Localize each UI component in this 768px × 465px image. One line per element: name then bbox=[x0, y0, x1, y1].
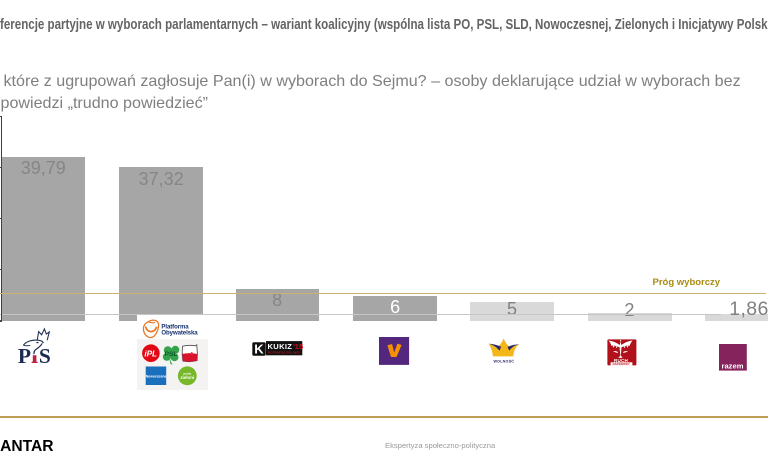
svg-text:zieloni: zieloni bbox=[180, 375, 194, 380]
svg-text:Platforma: Platforma bbox=[161, 324, 189, 331]
svg-text:Obywatelska: Obywatelska bbox=[161, 330, 198, 337]
svg-text:RUCH: RUCH bbox=[614, 357, 629, 362]
svg-text:iPL: iPL bbox=[144, 350, 157, 359]
svg-text:P: P bbox=[18, 344, 31, 365]
svg-text:WOLNOŚĆ: WOLNOŚĆ bbox=[493, 359, 514, 364]
svg-text:PSL: PSL bbox=[164, 351, 177, 358]
svg-text:POTRAFISZ POLSKO!: POTRAFISZ POLSKO! bbox=[268, 351, 300, 355]
svg-text:Nowoczesna: Nowoczesna bbox=[146, 375, 167, 379]
svg-text:partia: partia bbox=[183, 372, 191, 376]
svg-text:'15: '15 bbox=[293, 342, 304, 351]
svg-text:NARODOWY: NARODOWY bbox=[613, 361, 630, 365]
svg-text:K: K bbox=[254, 342, 264, 356]
svg-text:S: S bbox=[39, 344, 51, 365]
svg-text:razem: razem bbox=[722, 361, 744, 370]
svg-text:KUKIZ: KUKIZ bbox=[268, 342, 293, 351]
